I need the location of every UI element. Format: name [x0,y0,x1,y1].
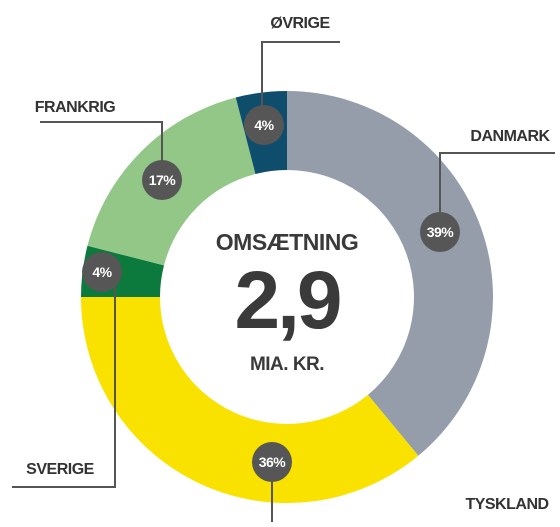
category-label: ØVRIGE [270,15,330,32]
value-badge [420,212,460,252]
category-label: DANMARK [470,128,550,145]
leader-line [261,41,340,120]
value-badge [252,442,292,482]
leader-line [40,121,163,170]
center-value: 2,9 [235,255,340,346]
center-unit: MIA. KR. [250,354,324,375]
value-badge [142,160,182,200]
value-label: 36% [259,454,287,470]
leader-line [439,152,555,220]
center-title: OMSÆTNING [216,229,358,255]
value-label: 17% [149,172,177,188]
badges: 39% 36% 4% 17% 4% [82,105,460,482]
value-badge [82,252,122,292]
category-label: TYSKLAND [465,496,548,513]
value-label: 4% [254,117,274,133]
value-label: 4% [92,264,112,280]
leader-line [12,282,116,488]
value-badge [244,105,284,145]
value-label: 39% [427,224,455,240]
category-label: SVERIGE [26,461,94,478]
donut-segment [80,297,419,504]
donut-segment [287,91,494,456]
category-label: FRANKRIG [35,99,115,116]
